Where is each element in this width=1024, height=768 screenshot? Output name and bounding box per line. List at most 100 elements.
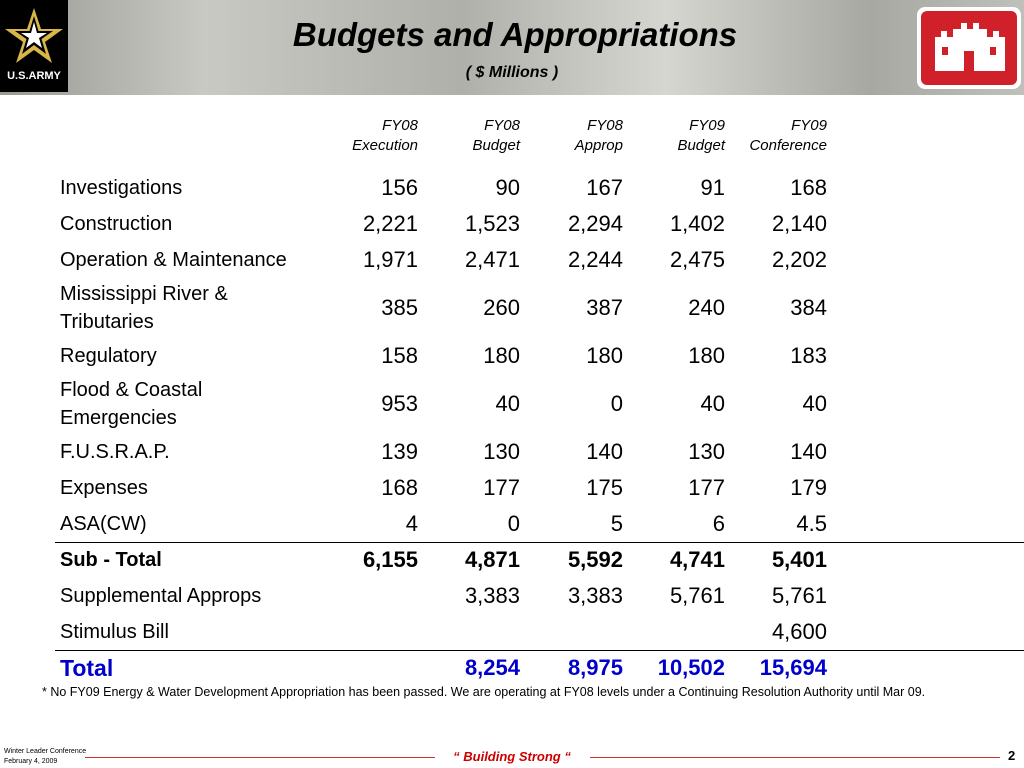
cell-value: 167 xyxy=(586,175,623,200)
row-rule xyxy=(55,650,1024,651)
row-label-line: Construction xyxy=(60,213,173,235)
row-label-line: Operation & Maintenance xyxy=(60,249,287,271)
header-band xyxy=(0,0,1024,95)
column-header: FY09 Conference xyxy=(727,116,827,156)
row-label-line: Total xyxy=(60,655,114,681)
column-header-line: FY09 xyxy=(791,117,827,134)
row-label: Sub - Total xyxy=(60,546,162,574)
cell-value: 183 xyxy=(790,343,827,368)
row-label: Investigations xyxy=(60,174,182,202)
row-label-line: Sub - Total xyxy=(60,549,162,571)
cell-value: 5 xyxy=(610,511,623,536)
army-logo: U.S.ARMY xyxy=(0,0,68,92)
cell-value: 3,383 xyxy=(567,583,623,608)
cell-value: 387 xyxy=(586,295,623,320)
cell-value: 2,140 xyxy=(771,211,827,236)
column-header: FY08 Execution xyxy=(318,116,418,156)
logo-text: U.S.ARMY xyxy=(7,70,61,82)
footer-rule xyxy=(85,757,435,758)
cell-value: 5,401 xyxy=(771,547,827,572)
row-label-line: Stimulus Bill xyxy=(60,621,169,643)
cell-value: 177 xyxy=(688,475,725,500)
column-header-line: FY08 xyxy=(484,117,520,134)
table-row: Total 8,254 8,975 10,502 15,694 xyxy=(0,650,1024,686)
row-label: Construction xyxy=(60,210,172,238)
column-header-line: FY08 xyxy=(587,117,623,134)
row-label: Operation & Maintenance xyxy=(60,246,287,274)
footer-date: February 4, 2009 xyxy=(4,758,58,765)
row-label: Stimulus Bill xyxy=(60,618,169,646)
cell-value: 177 xyxy=(483,475,520,500)
column-header: FY09 Budget xyxy=(625,116,725,156)
footer-slogan: “ Building Strong “ xyxy=(453,749,571,764)
cell-value: 179 xyxy=(790,475,827,500)
cell-value: 5,761 xyxy=(771,583,827,608)
table-row: Flood & Coastal Emergencies 953 40 0 40 40 xyxy=(0,374,1024,434)
table-row: Construction 2,221 1,523 2,294 1,402 2,140 xyxy=(0,206,1024,242)
cell-value: 3,383 xyxy=(464,583,520,608)
footer-rule xyxy=(590,757,1000,758)
cell-value: 10,502 xyxy=(657,655,725,680)
cell-value: 156 xyxy=(381,175,418,200)
row-label: Flood & Coastal Emergencies xyxy=(60,376,202,432)
cell-value: 15,694 xyxy=(759,655,827,680)
cell-value: 8,975 xyxy=(567,655,623,680)
cell-value: 2,475 xyxy=(669,247,725,272)
cell-value: 953 xyxy=(381,391,418,416)
column-header-line: Conference xyxy=(749,137,827,154)
row-label: Supplemental Approps xyxy=(60,582,261,610)
column-header-line: Approp xyxy=(574,137,623,154)
cell-value: 140 xyxy=(586,439,623,464)
cell-value: 4,871 xyxy=(464,547,520,572)
cell-value: 0 xyxy=(610,391,623,416)
cell-value: 0 xyxy=(507,511,520,536)
cell-value: 5,592 xyxy=(567,547,623,572)
cell-value: 180 xyxy=(586,343,623,368)
row-label: Regulatory xyxy=(60,342,157,370)
cell-value: 175 xyxy=(586,475,623,500)
row-label-line: F.U.S.R.A.P. xyxy=(60,441,170,463)
cell-value: 158 xyxy=(381,343,418,368)
table-row: Stimulus Bill 4,600 xyxy=(0,614,1024,650)
cell-value: 140 xyxy=(790,439,827,464)
table-row: Investigations 156 90 167 91 168 xyxy=(0,170,1024,206)
column-header-line: Budget xyxy=(472,137,520,154)
cell-value: 180 xyxy=(688,343,725,368)
table-row: Mississippi River & Tributaries 385 260 387 2… xyxy=(0,278,1024,338)
row-label-line: Flood & Coastal xyxy=(60,379,203,401)
cell-value: 1,402 xyxy=(669,211,725,236)
cell-value: 1,971 xyxy=(362,247,418,272)
row-label-line: Mississippi River & xyxy=(60,283,228,305)
table-row: Regulatory 158 180 180 180 183 xyxy=(0,338,1024,374)
page-number: 2 xyxy=(1008,748,1016,763)
cell-value: 40 xyxy=(802,391,827,416)
row-label-line: Expenses xyxy=(60,477,148,499)
cell-value: 2,294 xyxy=(567,211,623,236)
table-row: F.U.S.R.A.P. 139 130 140 130 140 xyxy=(0,434,1024,470)
table-row: Sub - Total 6,155 4,871 5,592 4,741 5,401 xyxy=(0,542,1024,578)
title: Budgets and Appropriations xyxy=(292,16,738,53)
cell-value: 384 xyxy=(790,295,827,320)
subtitle: ( $ Millions ) xyxy=(465,64,559,81)
cell-value: 2,221 xyxy=(362,211,418,236)
column-header-line: Budget xyxy=(677,137,725,154)
cell-value: 168 xyxy=(790,175,827,200)
cell-value: 2,202 xyxy=(771,247,827,272)
row-label: Mississippi River & Tributaries xyxy=(60,280,228,336)
cell-value: 4,600 xyxy=(771,619,827,644)
cell-value: 2,471 xyxy=(464,247,520,272)
row-label: Total xyxy=(60,654,113,682)
cell-value: 40 xyxy=(700,391,725,416)
cell-value: 6 xyxy=(712,511,725,536)
cell-value: 1,523 xyxy=(464,211,520,236)
cell-value: 139 xyxy=(381,439,418,464)
castle-icon xyxy=(921,11,1017,85)
table-row: ASA(CW) 4 0 5 6 4.5 xyxy=(0,506,1024,542)
row-label-line: ASA(CW) xyxy=(60,513,147,535)
row-label: Expenses xyxy=(60,474,148,502)
star-icon xyxy=(5,8,63,63)
cell-value: 130 xyxy=(483,439,520,464)
row-label-line: Supplemental Approps xyxy=(60,585,262,607)
row-label-line: Regulatory xyxy=(60,345,157,367)
table-row: Expenses 168 177 175 177 179 xyxy=(0,470,1024,506)
